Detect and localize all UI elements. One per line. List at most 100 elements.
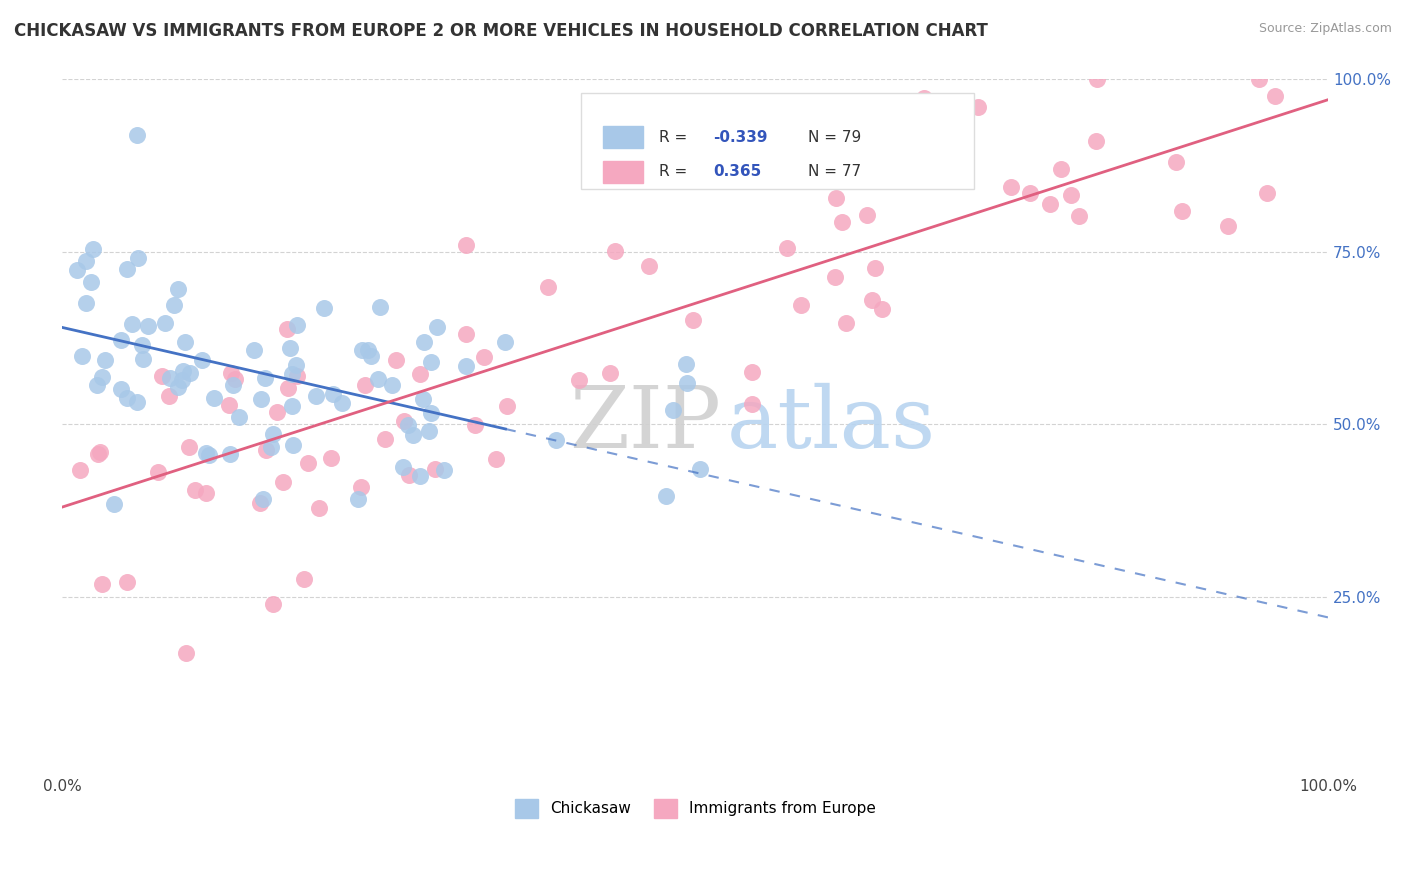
Point [260,440,283,454]
Text: Source: ZipAtlas.com: Source: ZipAtlas.com [1258,22,1392,36]
Point [1067,210,1090,224]
Point [110,333,132,347]
Point [218,399,240,413]
Point [1247,72,1270,87]
Point [221,366,243,380]
Point [381,377,404,392]
Point [1166,155,1188,169]
Point [412,392,434,407]
Point [82,242,104,256]
Point [322,387,344,401]
Point [179,366,201,380]
Point [249,495,271,509]
Point [426,320,449,334]
Point [281,367,304,381]
Point [262,598,284,612]
Text: N = 79: N = 79 [808,129,862,145]
Text: R =: R = [658,164,696,179]
Point [314,301,336,316]
Point [882,120,904,135]
Point [127,394,149,409]
Point [394,414,416,428]
Point [603,244,626,258]
Point [1218,219,1240,234]
Point [537,280,560,294]
Point [202,391,225,405]
Point [278,342,301,356]
Point [682,313,704,327]
Point [283,438,305,452]
Point [398,468,420,483]
Point [125,128,148,142]
Point [855,208,877,222]
Point [70,350,93,364]
Point [319,451,342,466]
Point [276,322,298,336]
Point [224,372,246,386]
Point [183,483,205,498]
Text: -0.339: -0.339 [713,129,768,145]
FancyBboxPatch shape [603,126,644,148]
Point [419,406,441,420]
Point [741,365,763,379]
Point [834,316,856,330]
Point [250,392,273,407]
Point [148,465,170,479]
Point [418,424,440,438]
Point [172,373,194,387]
Point [1049,162,1071,177]
Point [194,486,217,500]
Point [1171,204,1194,219]
Point [163,298,186,312]
Point [967,100,990,114]
Point [544,433,567,447]
Point [367,372,389,386]
Text: 0.365: 0.365 [713,164,761,179]
Point [89,444,111,458]
Point [1264,89,1286,103]
Point [1085,134,1108,148]
Point [103,497,125,511]
Point [912,91,935,105]
Point [91,576,114,591]
Point [86,447,108,461]
Point [662,403,685,417]
Point [297,456,319,470]
Point [157,389,180,403]
Point [284,358,307,372]
Point [65,263,87,277]
Point [115,262,138,277]
Point [266,405,288,419]
Point [350,343,373,357]
Point [1018,186,1040,201]
Point [396,417,419,432]
Point [155,316,177,330]
Point [412,334,434,349]
Point [131,338,153,352]
Point [599,366,621,380]
Point [150,368,173,383]
Point [277,381,299,395]
Point [409,368,432,382]
Point [1060,187,1083,202]
Point [392,460,415,475]
Point [271,475,294,490]
Point [75,254,97,268]
Point [219,447,242,461]
Text: ZIP: ZIP [569,383,721,466]
Point [115,391,138,405]
Point [287,369,309,384]
Point [485,451,508,466]
Point [1000,179,1022,194]
Point [79,275,101,289]
Point [790,298,813,312]
Point [252,491,274,506]
Point [159,371,181,385]
Point [472,351,495,365]
FancyBboxPatch shape [582,93,974,189]
Point [360,349,382,363]
Point [655,489,678,503]
Point [824,269,846,284]
Point [385,353,408,368]
Point [191,352,214,367]
